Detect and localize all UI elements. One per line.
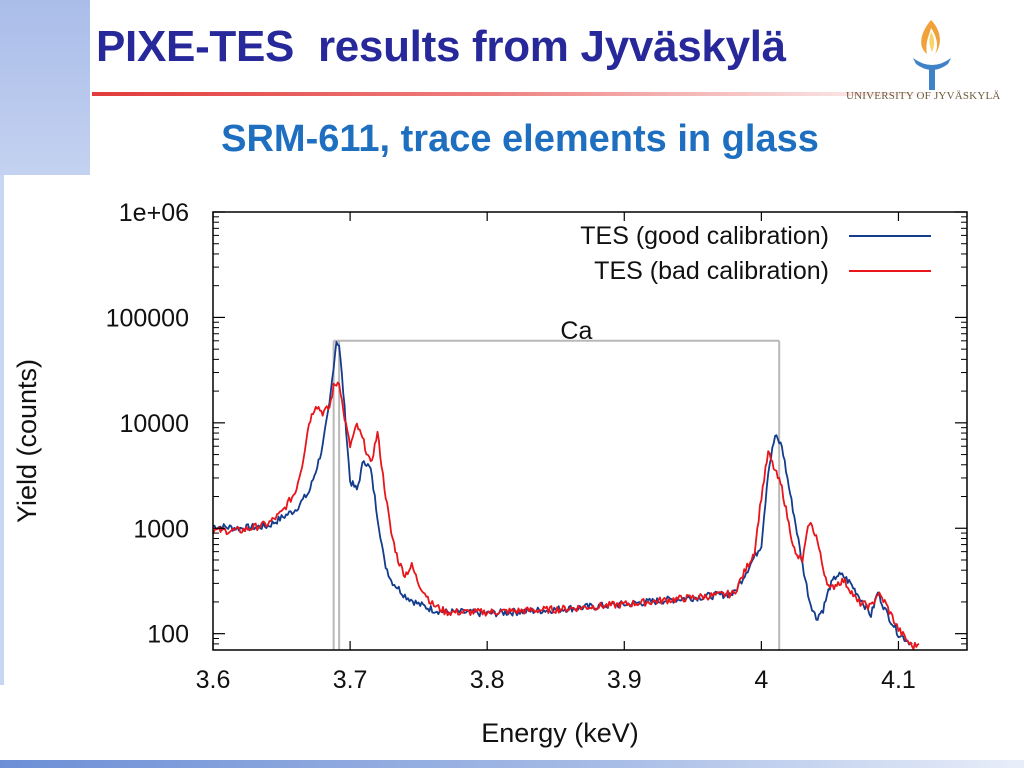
ticks-layer: [212, 211, 967, 651]
spectrum-chart: Ca 3.6 3.7 3.8 3.9 4 4.1 100 1000 10000 100000 1e+…: [12, 199, 968, 748]
y-tick-label: 1e+06: [119, 199, 189, 227]
x-tick-label: 3.9: [607, 666, 642, 694]
roi-layer: Ca: [332, 317, 781, 650]
x-tick-label: 4: [754, 666, 768, 694]
plot-frame: [212, 211, 968, 651]
y-axis-title: Yield (counts): [12, 359, 42, 523]
slide-title: PIXE-TES results from Jyväskylä: [96, 22, 786, 71]
series-line-bad-calibration: [212, 381, 920, 650]
university-logo-text: UNIVERSITY OF JYVÄSKYLÄ: [846, 90, 1001, 102]
series-layer: [212, 341, 920, 650]
chart-legend: TES (good calibration) TES (bad calibrati…: [580, 222, 931, 285]
slide-left-strip: [0, 175, 4, 685]
legend-label: TES (good calibration): [580, 222, 829, 250]
slide-subtitle: SRM-611, trace elements in glass: [221, 118, 819, 160]
slide-accent-bar: [0, 0, 90, 175]
y-tick-label: 10000: [119, 410, 189, 438]
y-tick-label: 100: [147, 621, 189, 649]
x-tick-label: 4.1: [881, 666, 916, 694]
x-axis-title: Energy (keV): [481, 718, 639, 748]
labels-layer: 3.6 3.7 3.8 3.9 4 4.1 100 1000 10000 100000 1e+06 E…: [12, 199, 916, 748]
roi-label-ca: Ca: [560, 317, 592, 345]
x-tick-label: 3.6: [196, 666, 231, 694]
legend-label: TES (bad calibration): [594, 257, 829, 285]
x-tick-label: 3.7: [333, 666, 368, 694]
series-line-good-calibration: [212, 341, 913, 646]
title-underline: [92, 92, 952, 96]
slide-bottom-strip: [0, 760, 1024, 768]
x-tick-label: 3.8: [470, 666, 505, 694]
y-tick-label: 100000: [106, 304, 189, 332]
y-tick-label: 1000: [133, 515, 189, 543]
university-torch-logo-icon: [913, 20, 951, 90]
